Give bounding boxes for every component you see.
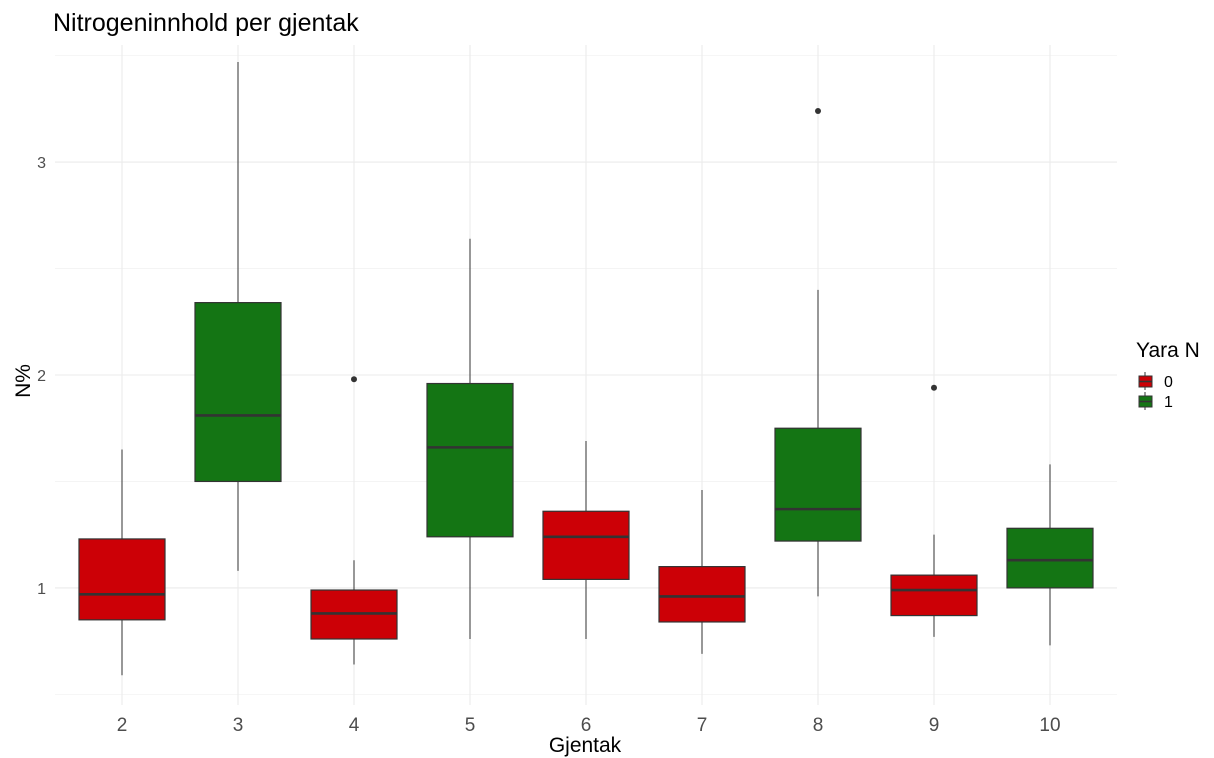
legend-label: 1 [1164, 394, 1173, 411]
iqr-box [194, 302, 282, 483]
y-tick-label: 2 [37, 368, 46, 385]
box-gjentak-9 [890, 384, 978, 637]
y-tick-labels: 1 2 3 [37, 155, 46, 598]
box-gjentak-4 [310, 376, 398, 665]
x-tick-label: 2 [117, 715, 128, 736]
box-gjentak-6 [542, 441, 630, 639]
legend-title: Yara N [1136, 339, 1200, 362]
outlier-point [815, 108, 821, 114]
iqr-box [542, 510, 630, 580]
outlier-point [931, 384, 937, 391]
x-tick-label: 9 [929, 715, 940, 736]
x-tick-label: 7 [697, 715, 708, 736]
box-gjentak-2 [78, 449, 166, 676]
x-tick-label: 4 [349, 715, 360, 736]
x-tick-label: 8 [813, 715, 824, 736]
iqr-box [78, 538, 166, 621]
box-gjentak-3 [194, 62, 282, 571]
x-tick-label: 5 [465, 715, 476, 736]
y-tick-label: 1 [37, 581, 46, 598]
iqr-box [890, 574, 978, 617]
boxes [78, 62, 1094, 676]
x-tick-label: 3 [233, 715, 244, 736]
iqr-box [774, 427, 862, 542]
box-gjentak-10 [1006, 464, 1094, 646]
iqr-box [426, 382, 514, 538]
iqr-box [1006, 527, 1094, 589]
legend-label: 0 [1164, 374, 1173, 391]
outlier-point [351, 376, 357, 383]
legend-item-1: 1 [1138, 392, 1173, 411]
x-tick-label: 6 [581, 715, 592, 736]
x-tick-labels: 2 3 4 5 6 7 8 9 10 [117, 715, 1061, 736]
chart-title: Nitrogeninnhold per gjentak [53, 9, 359, 37]
box-gjentak-7 [658, 489, 746, 654]
y-tick-label: 3 [37, 155, 46, 172]
box-gjentak-8 [774, 108, 862, 597]
legend-item-0: 0 [1138, 372, 1173, 391]
legend: Yara N 0 1 [1136, 339, 1200, 411]
y-axis-title: N% [12, 364, 35, 398]
x-tick-label: 10 [1039, 715, 1060, 736]
x-axis-title: Gjentak [549, 734, 622, 757]
box-gjentak-5 [426, 238, 514, 639]
iqr-box [658, 566, 746, 623]
